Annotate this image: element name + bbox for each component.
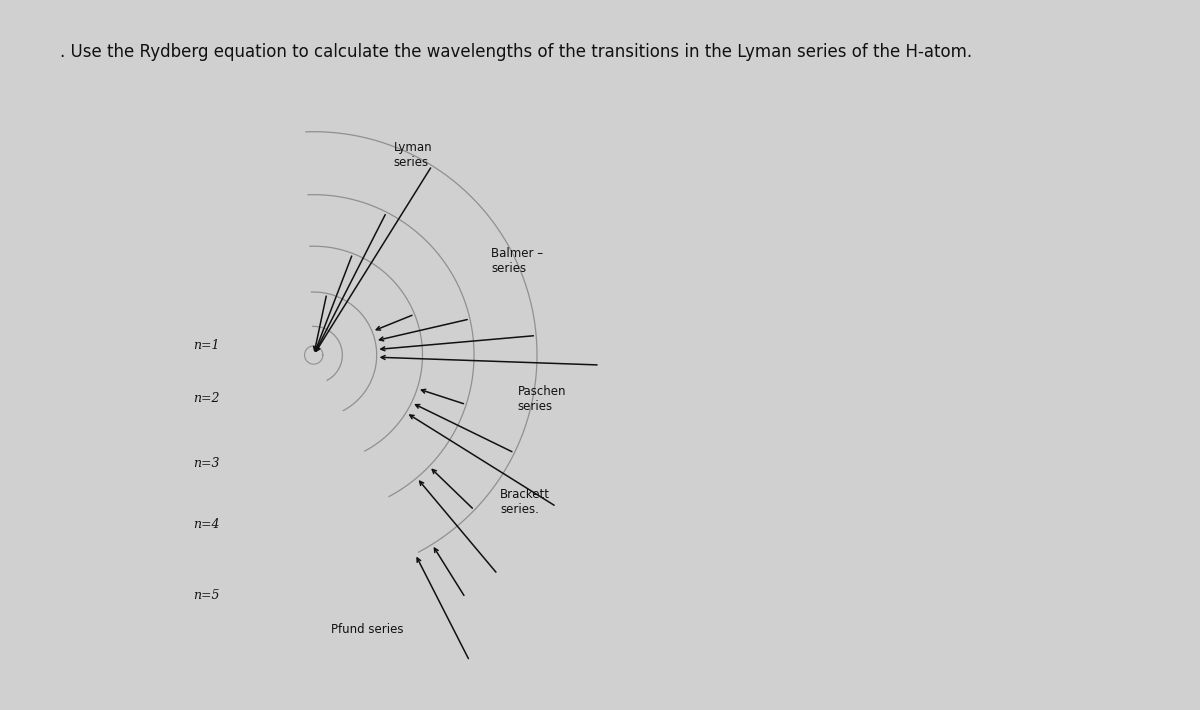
Text: Paschen
series: Paschen series: [517, 385, 566, 413]
Text: Brackett
series.: Brackett series.: [500, 488, 551, 515]
Text: . Use the Rydberg equation to calculate the wavelengths of the transitions in th: . Use the Rydberg equation to calculate …: [60, 43, 972, 60]
Text: n=4: n=4: [193, 518, 220, 531]
Text: Lyman
series: Lyman series: [394, 141, 432, 168]
Text: Balmer –
series: Balmer – series: [491, 247, 544, 275]
Text: n=3: n=3: [193, 457, 220, 470]
Text: n=1: n=1: [193, 339, 220, 352]
Text: Pfund series: Pfund series: [331, 623, 403, 636]
Text: n=2: n=2: [193, 392, 220, 405]
Text: n=5: n=5: [193, 589, 220, 602]
